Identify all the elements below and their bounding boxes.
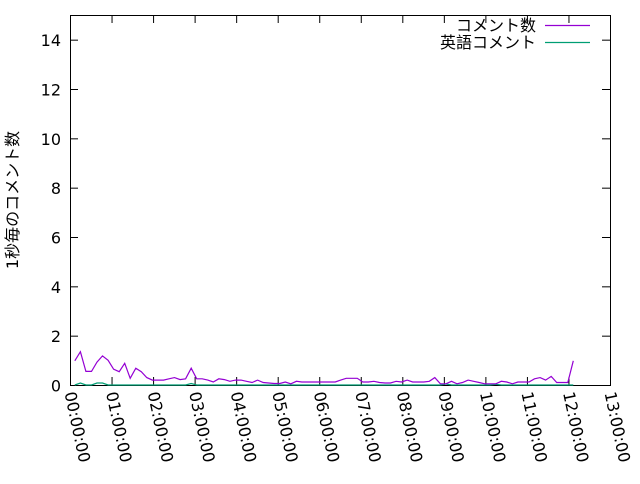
x-tick-label: 10:00:00 — [476, 390, 510, 464]
x-tick-label: 13:00:00 — [601, 390, 635, 464]
y-tick-label: 2 — [51, 327, 61, 346]
x-tick-label: 04:00:00 — [227, 390, 261, 464]
x-tick-label: 12:00:00 — [559, 390, 593, 464]
y-tick-label: 6 — [51, 229, 61, 248]
y-tick-label: 14 — [41, 31, 61, 50]
y-tick-label: 0 — [51, 377, 61, 396]
series-line-1 — [74, 382, 574, 386]
plot-border — [70, 15, 611, 386]
x-tick-label: 06:00:00 — [310, 390, 344, 464]
legend-label: 英語コメント — [440, 33, 536, 52]
x-tick-label: 08:00:00 — [393, 390, 427, 464]
series-line-0 — [74, 350, 574, 385]
y-axis-label: 1秒毎のコメント数 — [3, 131, 22, 269]
x-tick-label: 11:00:00 — [518, 390, 552, 464]
y-tick-label: 8 — [51, 179, 61, 198]
x-tick-label: 05:00:00 — [268, 390, 302, 464]
x-tick-label: 01:00:00 — [102, 390, 136, 464]
x-tick-label: 02:00:00 — [144, 390, 178, 464]
y-tick-label: 10 — [41, 130, 61, 149]
y-tick-label: 12 — [41, 81, 61, 100]
x-tick-label: 03:00:00 — [185, 390, 219, 464]
x-tick-label: 09:00:00 — [434, 390, 468, 464]
y-tick-label: 4 — [51, 278, 61, 297]
legend-label: コメント数 — [456, 16, 536, 35]
x-tick-label: 00:00:00 — [61, 390, 95, 464]
x-tick-label: 07:00:00 — [351, 390, 385, 464]
